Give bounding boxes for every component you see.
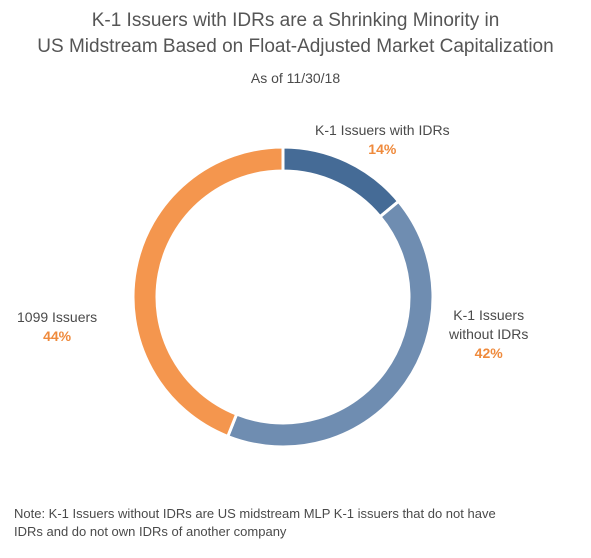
- slice-value-k1-without-idrs: 42%: [474, 345, 503, 361]
- slice-label-1099-issuers: 1099 Issuers 44%: [17, 308, 97, 346]
- donut-slice-1099-issuers: [131, 145, 285, 439]
- chart-title-line-1: K-1 Issuers with IDRs are a Shrinking Mi…: [91, 10, 500, 31]
- chart-title-line-2: US Midstream Based on Float-Adjusted Mar…: [37, 36, 554, 57]
- slice-label-k1-with-idrs: K-1 Issuers with IDRs 14%: [315, 121, 450, 159]
- slice-label-k1-without-idrs: K-1 Issuers without IDRs 42%: [449, 306, 528, 363]
- slice-name-1099-issuers: 1099 Issuers: [17, 309, 98, 325]
- slice-value-1099-issuers: 44%: [43, 328, 72, 344]
- chart-note: Note: K-1 Issuers without IDRs are US mi…: [14, 505, 584, 541]
- donut-slice-k1-without-idrs: [225, 199, 435, 449]
- chart-note-line-2: IDRs and do not own IDRs of another comp…: [14, 524, 287, 539]
- slice-value-k1-with-idrs: 14%: [368, 141, 397, 157]
- chart-subtitle: As of 11/30/18: [250, 70, 341, 86]
- slice-name-k1-without-idrs-line-1: K-1 Issuers: [453, 307, 525, 323]
- slice-name-k1-with-idrs: K-1 Issuers with IDRs: [315, 122, 450, 138]
- chart-title: K-1 Issuers with IDRs are a Shrinking Mi…: [0, 8, 591, 60]
- chart-note-line-1: Note: K-1 Issuers without IDRs are US mi…: [14, 506, 496, 521]
- slice-name-k1-without-idrs-line-2: without IDRs: [449, 326, 529, 342]
